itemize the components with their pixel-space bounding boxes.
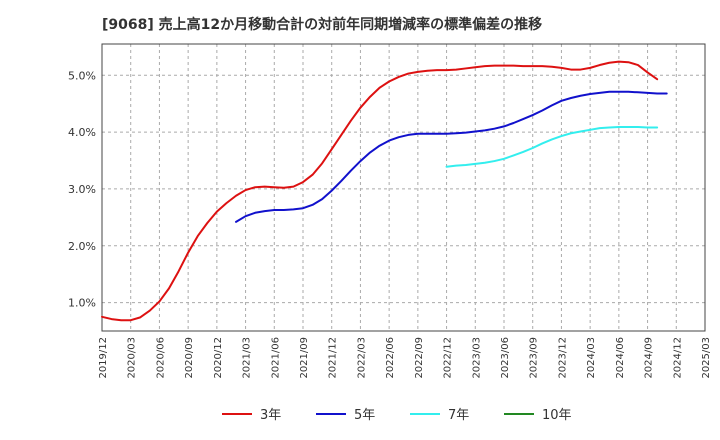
x-tick-label: 2024/09 <box>644 337 655 379</box>
x-tick-label: 2024/12 <box>672 337 683 379</box>
y-tick-label: 1.0% <box>68 297 96 310</box>
x-tick-label: 2021/06 <box>270 337 281 379</box>
x-tick-label: 2023/09 <box>529 337 540 379</box>
series-lines <box>101 60 668 322</box>
x-tick-label: 2021/09 <box>299 337 310 379</box>
y-axis-ticks: 1.0% 2.0% 3.0% 4.0% 5.0% <box>68 69 96 309</box>
series-line-5年 <box>235 90 668 223</box>
series-line-3年 <box>101 60 659 322</box>
x-tick-label: 2025/03 <box>701 337 712 379</box>
legend-label: 5年 <box>354 408 375 423</box>
y-tick-label: 5.0% <box>68 69 96 82</box>
x-tick-label: 2021/03 <box>242 337 253 379</box>
legend-item: 7年 <box>410 408 469 423</box>
legend-label: 3年 <box>260 408 281 423</box>
x-tick-label: 2020/06 <box>155 337 166 379</box>
x-tick-label: 2022/03 <box>356 337 367 379</box>
x-tick-label: 2023/06 <box>500 337 511 379</box>
series-line-7年 <box>445 125 659 168</box>
x-tick-label: 2020/12 <box>213 337 224 379</box>
grid-lines <box>102 44 705 331</box>
y-tick-label: 4.0% <box>68 126 96 139</box>
x-tick-label: 2024/03 <box>586 337 597 379</box>
legend-item: 3年 <box>222 408 281 423</box>
legend-label: 7年 <box>448 408 469 423</box>
plot-area-frame <box>101 43 706 332</box>
legend-item: 10年 <box>504 408 572 423</box>
x-tick-label: 2023/03 <box>471 337 482 379</box>
x-tick-label: 2020/03 <box>127 337 138 379</box>
x-tick-label: 2022/12 <box>443 337 454 379</box>
x-tick-label: 2020/09 <box>184 337 195 379</box>
x-tick-label: 2022/06 <box>385 337 396 379</box>
legend-label: 10年 <box>542 408 572 423</box>
y-tick-label: 3.0% <box>68 183 96 196</box>
x-tick-label: 2019/12 <box>98 337 109 379</box>
x-tick-label: 2023/12 <box>557 337 568 379</box>
x-tick-label: 2022/09 <box>414 337 425 379</box>
chart-title: [9068] 売上高12か月移動合計の対前年同期増減率の標準偏差の推移 <box>102 17 543 33</box>
legend: 3年 5年 7年 10年 <box>222 408 572 423</box>
x-axis-ticks: 2019/12 2020/03 2020/06 2020/09 2020/12 2021/… <box>98 337 712 379</box>
x-tick-label: 2024/06 <box>615 337 626 379</box>
x-tick-label: 2021/12 <box>328 337 339 379</box>
legend-item: 5年 <box>316 408 375 423</box>
y-tick-label: 2.0% <box>68 240 96 253</box>
